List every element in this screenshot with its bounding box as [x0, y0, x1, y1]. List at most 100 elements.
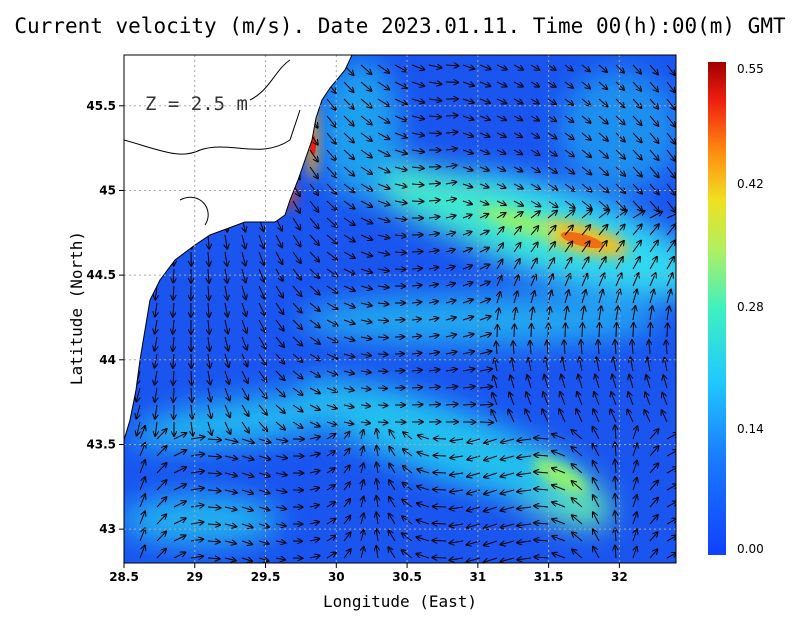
y-axis-label: Latitude (North) — [67, 231, 86, 385]
y-tick-label: 45.5 — [86, 99, 116, 113]
velocity-arrow — [632, 443, 637, 457]
velocity-arrow — [428, 387, 440, 388]
velocity-arrow — [224, 439, 238, 442]
velocity-arrow — [343, 81, 354, 92]
velocity-arrow — [513, 275, 519, 287]
velocity-arrow — [534, 523, 549, 524]
velocity-arrow — [666, 64, 675, 75]
velocity-arrow — [497, 292, 500, 304]
velocity-arrow — [411, 319, 421, 320]
velocity-arrow — [309, 166, 318, 178]
velocity-arrow — [615, 257, 623, 270]
velocity-arrow — [377, 183, 390, 189]
velocity-arrow — [343, 482, 350, 491]
velocity-arrow — [411, 370, 422, 371]
velocity-arrow — [581, 340, 582, 355]
velocity-arrow — [517, 439, 532, 441]
velocity-arrow — [275, 234, 282, 247]
velocity-arrow — [417, 503, 430, 508]
velocity-arrow — [513, 64, 523, 70]
velocity-arrow — [544, 375, 549, 389]
velocity-arrow — [258, 507, 269, 510]
velocity-arrow — [450, 456, 464, 458]
velocity-arrow — [326, 502, 335, 508]
velocity-arrow — [139, 546, 145, 559]
velocity-arrow — [224, 456, 237, 459]
velocity-arrow — [496, 167, 505, 171]
velocity-arrow — [513, 341, 514, 355]
velocity-arrow — [326, 319, 338, 326]
velocity-arrow — [377, 115, 390, 123]
velocity-arrow — [542, 409, 549, 423]
velocity-arrow — [517, 524, 532, 526]
velocity-arrow — [598, 210, 609, 219]
velocity-arrow — [292, 336, 302, 346]
velocity-arrow — [428, 99, 441, 101]
velocity-arrow — [173, 387, 174, 402]
velocity-arrow — [403, 466, 413, 474]
velocity-arrow — [615, 340, 616, 355]
velocity-arrow — [467, 473, 481, 477]
velocity-arrow — [564, 166, 574, 174]
velocity-arrow — [615, 149, 625, 159]
velocity-arrow — [543, 392, 549, 406]
velocity-arrow — [155, 302, 157, 317]
velocity-arrow — [593, 409, 600, 423]
velocity-arrow — [530, 116, 539, 121]
velocity-arrow — [649, 200, 659, 211]
velocity-arrow — [559, 409, 566, 423]
velocity-arrow — [411, 404, 423, 405]
velocity-arrow — [534, 438, 549, 439]
velocity-arrow — [484, 472, 498, 477]
velocity-arrow — [360, 115, 372, 124]
velocity-arrow — [581, 290, 586, 304]
velocity-arrow — [411, 116, 424, 119]
velocity-arrow — [615, 183, 625, 193]
velocity-arrow — [139, 494, 145, 508]
velocity-arrow — [615, 200, 625, 210]
velocity-arrow — [613, 357, 616, 372]
velocity-arrow — [496, 184, 505, 188]
velocity-arrow — [275, 473, 287, 475]
velocity-arrow — [547, 98, 556, 104]
velocity-arrow — [191, 404, 192, 419]
velocity-arrow — [479, 214, 488, 218]
velocity-arrow — [208, 319, 209, 334]
colorbar-labels: 0.55 0.42 0.28 0.14 0.00 — [737, 62, 764, 556]
velocity-arrow — [462, 215, 472, 218]
velocity-arrow — [258, 558, 268, 561]
velocity-arrow — [402, 500, 413, 508]
velocity-arrow — [564, 64, 573, 71]
velocity-arrow — [564, 115, 573, 122]
velocity-arrow — [326, 200, 337, 210]
velocity-arrow — [224, 370, 229, 384]
velocity-arrow — [394, 252, 406, 253]
velocity-arrow — [445, 334, 456, 337]
velocity-arrow — [517, 507, 532, 509]
velocity-arrow — [292, 251, 301, 263]
velocity-arrow — [462, 201, 472, 204]
velocity-arrow — [445, 182, 456, 184]
velocity-arrow — [137, 421, 140, 436]
velocity-arrow — [564, 258, 571, 270]
velocity-arrow — [242, 251, 246, 266]
velocity-arrow — [501, 439, 515, 443]
x-tick-label: 32 — [611, 570, 628, 584]
velocity-field — [124, 55, 676, 563]
velocity-arrow — [326, 536, 336, 542]
velocity-arrow — [428, 82, 441, 84]
velocity-arrow — [241, 370, 248, 383]
velocity-arrow — [402, 533, 413, 542]
velocity-arrow — [547, 149, 557, 156]
velocity-arrow — [593, 461, 600, 474]
velocity-arrow — [258, 439, 271, 443]
velocity-arrow — [564, 225, 573, 236]
velocity-arrow — [258, 353, 266, 365]
velocity-arrow — [565, 290, 569, 304]
velocity-arrow — [411, 387, 422, 388]
velocity-arrow — [258, 541, 269, 544]
velocity-arrow — [139, 477, 145, 491]
velocity-arrow — [309, 183, 318, 195]
velocity-arrow — [241, 336, 247, 350]
velocity-arrow — [572, 481, 583, 491]
